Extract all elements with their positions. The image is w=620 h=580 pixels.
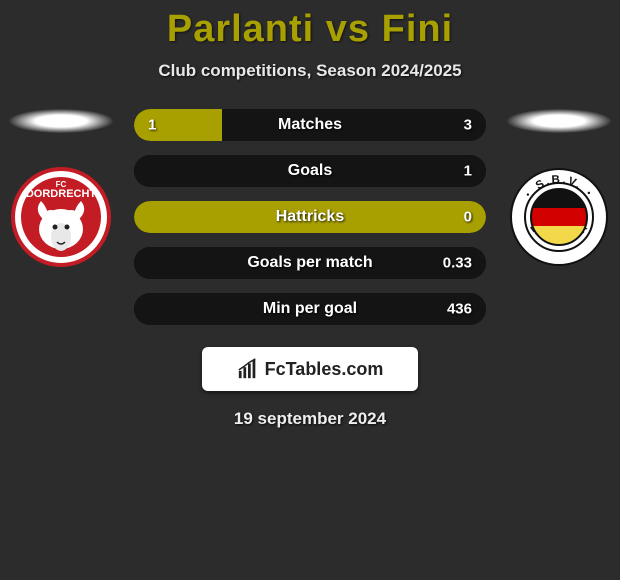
bar-segment-left	[134, 109, 222, 141]
page-title: Parlanti vs Fini	[0, 0, 620, 51]
bar-segment-right	[134, 247, 486, 279]
bar-segment-right	[222, 109, 486, 141]
left-side: DORDRECHT FC	[6, 109, 116, 267]
dordrecht-logo-icon: DORDRECHT FC	[11, 167, 111, 267]
stat-bars: Matches13 Goals1 Hattricks0 Goals per match…	[134, 109, 486, 325]
stat-bar: Goals per match0.33	[134, 247, 486, 279]
svg-text:DORDRECHT: DORDRECHT	[26, 188, 97, 200]
stat-bar: Hattricks0	[134, 201, 486, 233]
player-silhouette-right	[507, 109, 611, 133]
right-side: ･ S.B.V. ･ EXCELSIOR	[504, 109, 614, 267]
chart-icon	[237, 358, 259, 380]
player-silhouette-left	[9, 109, 113, 133]
stat-bar: Goals1	[134, 155, 486, 187]
date-label: 19 september 2024	[0, 409, 620, 429]
watermark-badge: FcTables.com	[202, 347, 418, 391]
stat-bar: Matches13	[134, 109, 486, 141]
bar-segment-right	[134, 293, 486, 325]
team-logo-right: ･ S.B.V. ･ EXCELSIOR	[509, 167, 609, 267]
svg-text:FC: FC	[56, 180, 67, 189]
bar-segment-right	[134, 155, 486, 187]
watermark-text: FcTables.com	[265, 359, 384, 380]
comparison-panel: DORDRECHT FC Matches13 Goals1 Hattricks0 Go…	[0, 109, 620, 325]
bar-segment-left	[134, 201, 486, 233]
excelsior-logo-icon: ･ S.B.V. ･ EXCELSIOR	[509, 167, 609, 267]
team-logo-left: DORDRECHT FC	[11, 167, 111, 267]
stat-bar: Min per goal436	[134, 293, 486, 325]
page-subtitle: Club competitions, Season 2024/2025	[0, 61, 620, 81]
